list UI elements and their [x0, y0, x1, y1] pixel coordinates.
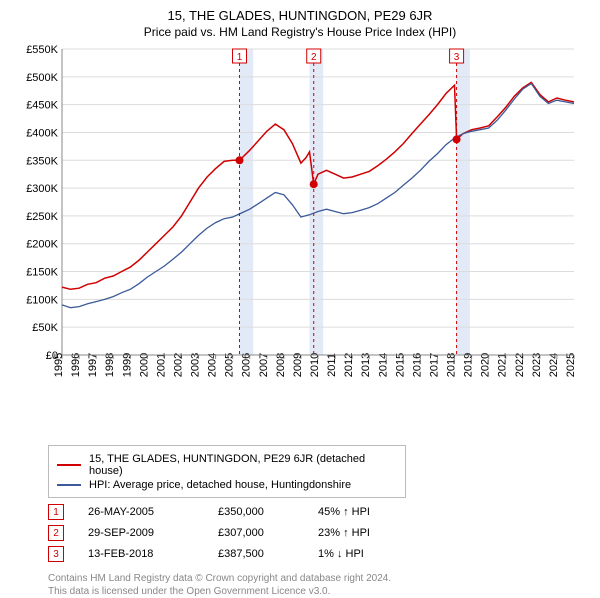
- sale-row: 2 29-SEP-2009 £307,000 23% ↑ HPI: [48, 525, 586, 541]
- sale-pct: 45% ↑ HPI: [318, 506, 408, 518]
- svg-text:2015: 2015: [394, 353, 406, 377]
- page-subtitle: Price paid vs. HM Land Registry's House …: [14, 25, 586, 39]
- svg-text:1995: 1995: [53, 353, 65, 377]
- svg-text:£150K: £150K: [26, 267, 58, 279]
- sales-table: 1 26-MAY-2005 £350,000 45% ↑ HPI 2 29-SE…: [48, 504, 586, 562]
- svg-text:2000: 2000: [138, 353, 150, 377]
- svg-text:2022: 2022: [514, 353, 526, 377]
- price-chart: £0£50K£100K£150K£200K£250K£300K£350K£400…: [20, 45, 580, 415]
- svg-text:£300K: £300K: [26, 183, 58, 195]
- svg-text:1997: 1997: [87, 353, 99, 377]
- svg-text:£400K: £400K: [26, 127, 58, 139]
- svg-text:2001: 2001: [155, 353, 167, 377]
- svg-text:£550K: £550K: [26, 45, 58, 56]
- sale-flag-icon: 3: [48, 546, 64, 562]
- svg-text:2003: 2003: [190, 353, 202, 377]
- sale-row: 1 26-MAY-2005 £350,000 45% ↑ HPI: [48, 504, 586, 520]
- svg-text:2011: 2011: [326, 353, 338, 377]
- svg-text:£350K: £350K: [26, 155, 58, 167]
- svg-text:2025: 2025: [565, 353, 577, 377]
- svg-text:2013: 2013: [360, 353, 372, 377]
- sale-row: 3 13-FEB-2018 £387,500 1% ↓ HPI: [48, 546, 586, 562]
- svg-text:2: 2: [311, 52, 317, 63]
- legend-label: HPI: Average price, detached house, Hunt…: [89, 479, 351, 491]
- sale-date: 29-SEP-2009: [88, 527, 218, 539]
- sale-pct: 1% ↓ HPI: [318, 548, 408, 560]
- svg-text:2017: 2017: [428, 353, 440, 377]
- svg-text:2005: 2005: [224, 353, 236, 377]
- svg-text:2004: 2004: [207, 353, 219, 377]
- sale-price: £350,000: [218, 506, 318, 518]
- svg-text:£100K: £100K: [26, 294, 58, 306]
- svg-text:2010: 2010: [309, 353, 321, 377]
- svg-text:2009: 2009: [292, 353, 304, 377]
- svg-text:1: 1: [237, 52, 243, 63]
- legend-swatch-red: [57, 464, 81, 466]
- svg-text:1996: 1996: [70, 353, 82, 377]
- sale-date: 26-MAY-2005: [88, 506, 218, 518]
- svg-text:2012: 2012: [343, 353, 355, 377]
- legend: 15, THE GLADES, HUNTINGDON, PE29 6JR (de…: [48, 445, 406, 498]
- legend-swatch-blue: [57, 484, 81, 486]
- svg-text:2014: 2014: [377, 353, 389, 377]
- svg-text:£200K: £200K: [26, 239, 58, 251]
- legend-item: 15, THE GLADES, HUNTINGDON, PE29 6JR (de…: [57, 453, 397, 477]
- svg-text:2021: 2021: [497, 353, 509, 377]
- svg-text:2020: 2020: [480, 353, 492, 377]
- footer-line: This data is licensed under the Open Gov…: [48, 585, 586, 598]
- svg-text:2007: 2007: [258, 353, 270, 377]
- legend-label: 15, THE GLADES, HUNTINGDON, PE29 6JR (de…: [89, 453, 397, 477]
- sale-price: £307,000: [218, 527, 318, 539]
- sale-flag-icon: 2: [48, 525, 64, 541]
- svg-text:2008: 2008: [275, 353, 287, 377]
- sale-price: £387,500: [218, 548, 318, 560]
- svg-text:1998: 1998: [104, 353, 116, 377]
- svg-text:3: 3: [454, 52, 460, 63]
- sale-flag-icon: 1: [48, 504, 64, 520]
- svg-text:£250K: £250K: [26, 211, 58, 223]
- svg-text:2023: 2023: [531, 353, 543, 377]
- sale-pct: 23% ↑ HPI: [318, 527, 408, 539]
- svg-text:2019: 2019: [463, 353, 475, 377]
- svg-text:£450K: £450K: [26, 100, 58, 112]
- sale-date: 13-FEB-2018: [88, 548, 218, 560]
- svg-text:2018: 2018: [446, 353, 458, 377]
- svg-text:2006: 2006: [241, 353, 253, 377]
- svg-text:2024: 2024: [548, 353, 560, 377]
- svg-text:2016: 2016: [411, 353, 423, 377]
- footer: Contains HM Land Registry data © Crown c…: [48, 572, 586, 598]
- footer-line: Contains HM Land Registry data © Crown c…: [48, 572, 586, 585]
- legend-item: HPI: Average price, detached house, Hunt…: [57, 479, 397, 491]
- svg-text:1999: 1999: [121, 353, 133, 377]
- svg-text:£500K: £500K: [26, 72, 58, 84]
- svg-text:2002: 2002: [172, 353, 184, 377]
- svg-text:£50K: £50K: [32, 322, 58, 334]
- page-title: 15, THE GLADES, HUNTINGDON, PE29 6JR: [14, 8, 586, 23]
